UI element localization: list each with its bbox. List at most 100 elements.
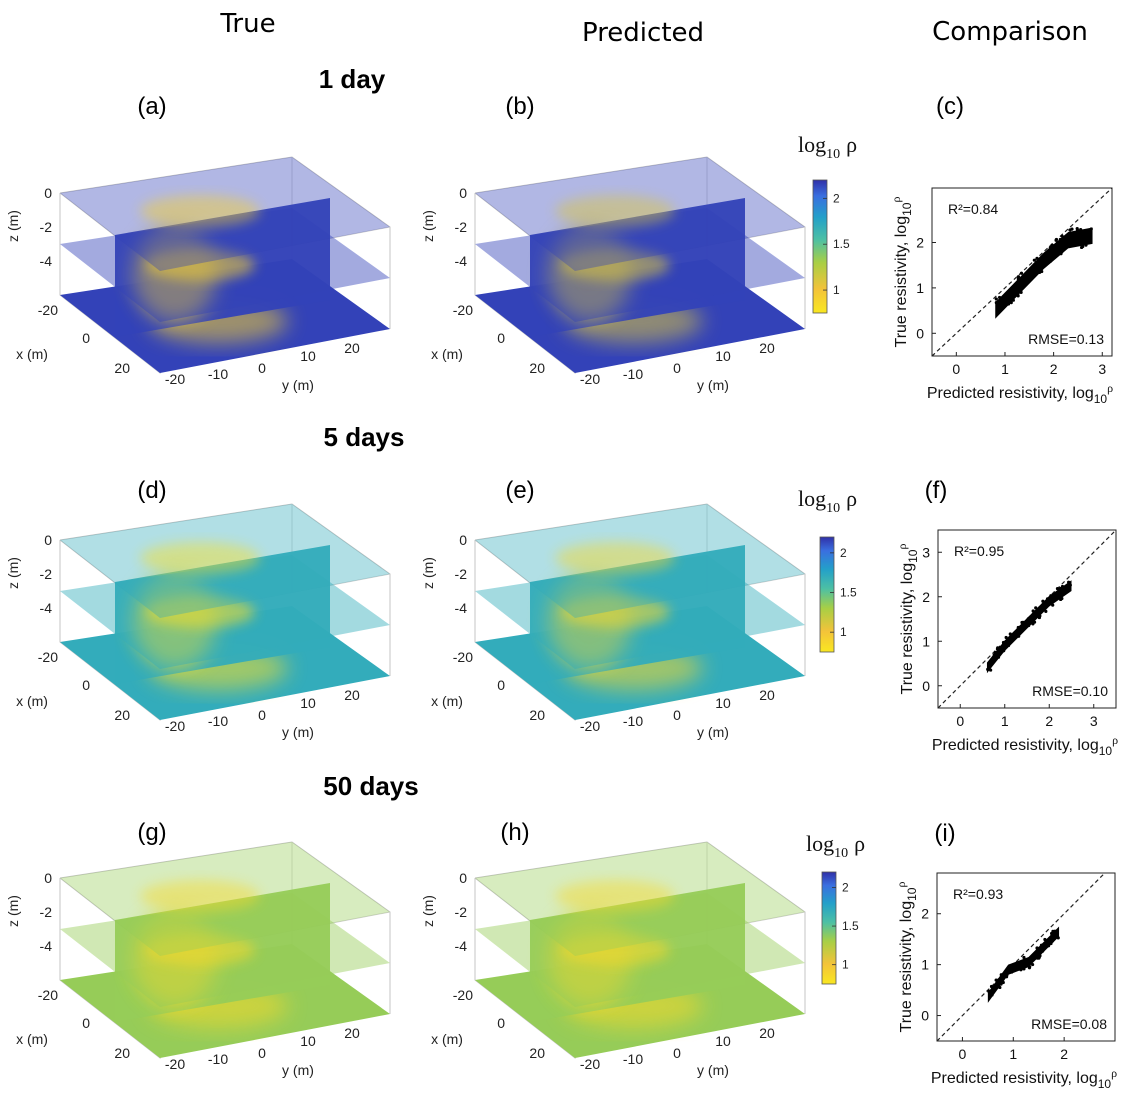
data-point <box>988 663 992 667</box>
data-point <box>1051 603 1055 607</box>
data-point <box>1055 241 1060 245</box>
data-point <box>1059 246 1063 251</box>
plume-top <box>555 195 675 227</box>
scatter-ylabel: True resistivity, log10ρ <box>895 544 920 695</box>
y-tick-label: -20 <box>165 718 185 734</box>
y-tick-label: 1 <box>916 280 924 296</box>
z-tick-label: -4 <box>455 253 468 269</box>
data-point <box>997 295 1002 300</box>
data-point <box>1031 954 1035 959</box>
x-tick-label: 0 <box>82 330 90 346</box>
data-point <box>1051 598 1056 603</box>
box-edge <box>59 503 391 676</box>
y-tick-label: 0 <box>258 360 266 376</box>
x-axis-label: x (m) <box>431 346 463 362</box>
data-point <box>1009 636 1013 640</box>
colorbar-gradient <box>821 871 837 985</box>
y-axis-label: y (m) <box>697 377 729 393</box>
x-tick-label: 3 <box>1090 713 1098 729</box>
x-tick-label: 20 <box>529 1045 545 1061</box>
data-point <box>995 983 1000 987</box>
data-point <box>1008 632 1012 636</box>
z-axis-label: z (m) <box>5 895 21 927</box>
colorbar-tick-label: 1.5 <box>833 237 850 251</box>
row-title-1-day: 1 day <box>319 64 386 94</box>
data-point <box>1045 597 1050 601</box>
data-point <box>1087 233 1092 238</box>
data-point <box>1060 234 1064 238</box>
data-point <box>1002 645 1006 649</box>
data-point <box>1010 970 1014 974</box>
z-tick-label: -4 <box>40 600 53 616</box>
data-point <box>994 978 998 982</box>
data-point <box>1056 936 1060 940</box>
data-point <box>1068 242 1072 246</box>
y-tick-label: -20 <box>165 371 185 387</box>
volume-plot-a: 0 -2 -4 z (m) -20 0 20 x (m) -20 -10 0 10 20 y (m) <box>5 156 391 393</box>
x-tick-label: 20 <box>529 707 545 723</box>
colorbar-tick-label: 1 <box>833 283 840 297</box>
colorbar-tick-label: 1 <box>840 625 847 639</box>
z-axis-label: z (m) <box>5 557 21 589</box>
scatter-plot-c: 0 1 2 3 0 1 2 R²=0.84 RMSE=0.13 Predicted resisti… <box>889 187 1113 406</box>
box-edge <box>474 841 806 1014</box>
x-tick-label: 0 <box>82 677 90 693</box>
y-tick-label: 10 <box>715 1033 731 1049</box>
x-tick-label: 1 <box>1009 1046 1017 1062</box>
y-tick-label: -10 <box>208 366 228 382</box>
data-point <box>997 978 1001 982</box>
data-point <box>1012 285 1016 290</box>
x-tick-label: 1 <box>1001 361 1009 377</box>
data-point <box>1056 595 1060 599</box>
y-tick-label: 10 <box>300 695 316 711</box>
data-point <box>998 307 1002 311</box>
scatter-frame <box>936 872 1116 1042</box>
x-tick-label: 2 <box>1060 1046 1068 1062</box>
x-tick-label: 0 <box>497 677 505 693</box>
y-tick-label: 0 <box>673 360 681 376</box>
z-tick-label: 0 <box>459 870 467 886</box>
x-tick-label: 0 <box>497 1015 505 1031</box>
data-point <box>1049 600 1053 604</box>
panel-label-i: (i) <box>934 820 955 847</box>
data-point <box>1031 609 1035 613</box>
data-point <box>1022 274 1026 279</box>
x-axis-label: x (m) <box>16 693 48 709</box>
x-tick-label: 3 <box>1098 361 1106 377</box>
panel-label-d: (d) <box>137 477 166 504</box>
x-tick-label: -20 <box>453 987 473 1003</box>
data-point <box>994 300 998 305</box>
data-point <box>1079 228 1083 232</box>
x-axis-label: x (m) <box>431 693 463 709</box>
colorbar-tick-label: 1.5 <box>840 586 857 600</box>
x-tick-label: 20 <box>114 1045 130 1061</box>
z-tick-label: 0 <box>44 532 52 548</box>
y-axis-label: y (m) <box>697 1062 729 1078</box>
data-point <box>1029 957 1033 961</box>
x-tick-label: 20 <box>114 707 130 723</box>
data-point <box>1054 591 1058 596</box>
data-point <box>1031 622 1035 626</box>
identity-line <box>931 187 1113 357</box>
data-point <box>1060 584 1065 589</box>
data-point <box>1016 625 1020 630</box>
x-tick-label: 0 <box>82 1015 90 1031</box>
panel-label-c: (c) <box>936 93 964 120</box>
data-point <box>989 668 993 672</box>
data-point <box>1071 239 1075 243</box>
data-point <box>1014 965 1018 969</box>
data-point <box>1002 641 1006 645</box>
plume-top <box>555 542 675 574</box>
panel-label-h: (h) <box>500 819 529 846</box>
x-tick-label: 2 <box>1045 713 1053 729</box>
data-point <box>1037 270 1042 274</box>
data-point <box>1049 594 1053 598</box>
data-point <box>1056 249 1060 254</box>
y-tick-label: -20 <box>580 1056 600 1072</box>
volume-plot-e: 0 -2 -4 z (m) -20 0 20 x (m) -20 -10 0 10 20 y (m) <box>420 503 806 740</box>
data-point <box>998 645 1002 649</box>
data-point <box>1037 946 1042 950</box>
colorbar-tick-label: 2 <box>842 880 849 894</box>
data-point <box>1041 949 1045 953</box>
data-point <box>1074 233 1078 237</box>
